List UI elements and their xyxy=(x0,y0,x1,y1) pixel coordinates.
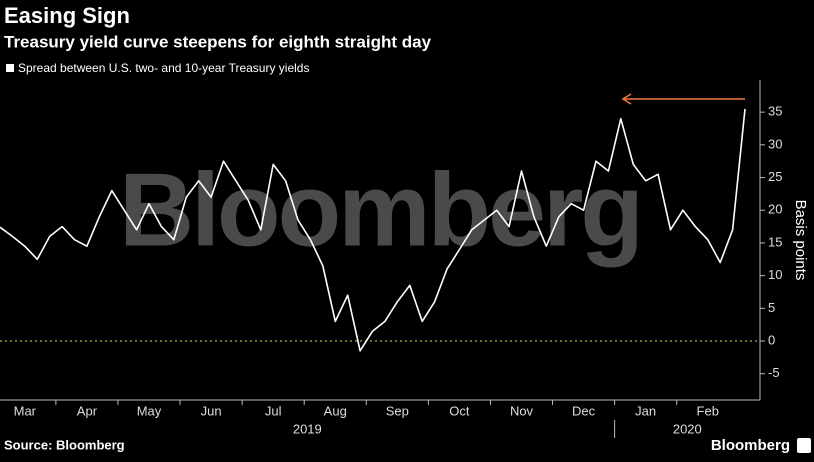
x-tick-label: Mar xyxy=(14,403,37,418)
x-tick-label: Nov xyxy=(510,403,534,418)
x-tick-label: Apr xyxy=(77,403,98,418)
x-tick-label: Dec xyxy=(572,403,596,418)
y-tick-label: 20 xyxy=(768,202,782,217)
x-tick-label: Jul xyxy=(265,403,282,418)
y-tick-label: 10 xyxy=(768,267,782,282)
y-tick-label: 0 xyxy=(768,332,775,347)
legend-swatch xyxy=(6,64,14,72)
y-tick-label: -5 xyxy=(768,365,780,380)
logo: Bloomberg xyxy=(711,437,790,454)
x-tick-label: Oct xyxy=(449,403,470,418)
y-tick-label: 5 xyxy=(768,300,775,315)
x-tick-label: Feb xyxy=(697,403,719,418)
x-tick-label: Aug xyxy=(324,403,347,418)
x-tick-label: Jun xyxy=(201,403,222,418)
source: Source: Bloomberg xyxy=(4,437,125,452)
y-tick-label: 35 xyxy=(768,104,782,119)
watermark: Bloomberg xyxy=(119,152,641,268)
y-tick-label: 25 xyxy=(768,169,782,184)
year-label: 2019 xyxy=(293,421,322,436)
x-tick-label: Sep xyxy=(386,403,409,418)
y-tick-label: 30 xyxy=(768,136,782,151)
x-tick-label: May xyxy=(137,403,162,418)
series-line xyxy=(0,108,746,352)
chart-title: Easing Sign xyxy=(4,3,130,28)
x-tick-label: Jan xyxy=(635,403,656,418)
chart-subtitle: Treasury yield curve steepens for eighth… xyxy=(4,32,432,51)
y-axis-title: Basis points xyxy=(792,200,809,281)
legend-label: Spread between U.S. two- and 10-year Tre… xyxy=(18,61,309,75)
y-tick-label: 15 xyxy=(768,234,782,249)
logo-icon xyxy=(797,438,811,453)
annotation-arrowhead xyxy=(621,93,632,105)
year-label: 2020 xyxy=(673,421,702,436)
